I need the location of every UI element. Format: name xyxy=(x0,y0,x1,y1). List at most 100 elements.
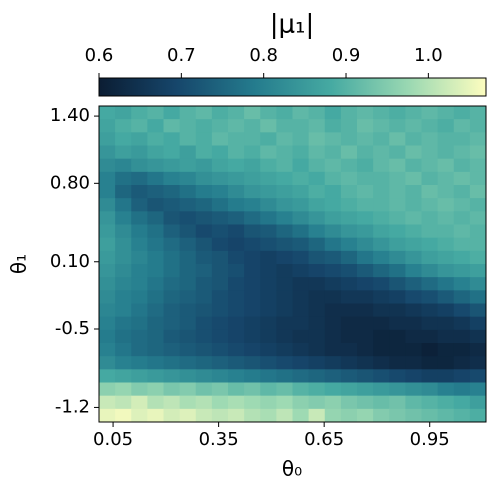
heatmap-cell xyxy=(147,408,164,423)
heatmap-cell xyxy=(453,264,471,278)
heatmap-cell xyxy=(421,211,439,225)
heatmap-cell xyxy=(195,329,213,344)
heatmap-cell xyxy=(469,408,487,423)
heatmap-cell xyxy=(373,211,390,225)
heatmap-cell xyxy=(115,290,132,304)
heatmap-cell xyxy=(99,211,116,225)
heatmap-cell xyxy=(453,185,471,199)
heatmap-cell xyxy=(179,316,197,331)
heatmap-cell xyxy=(179,303,197,318)
heatmap-cell xyxy=(340,277,358,291)
heatmap-cell xyxy=(389,237,406,252)
heatmap-cell xyxy=(373,145,390,160)
heatmap-cell xyxy=(131,277,148,291)
heatmap-cell xyxy=(324,343,342,357)
heatmap-cell xyxy=(115,132,132,146)
heatmap-cell xyxy=(357,198,374,212)
heatmap-cell xyxy=(244,119,261,133)
heatmap-cell xyxy=(292,303,310,318)
heatmap-cell xyxy=(260,211,277,225)
heatmap-cell xyxy=(244,264,261,278)
heatmap-cell xyxy=(163,158,181,173)
heatmap-cell xyxy=(147,119,164,133)
heatmap-cell xyxy=(244,408,261,423)
heatmap-cell xyxy=(163,211,181,225)
heatmap-cell xyxy=(228,211,245,225)
heatmap-cell xyxy=(469,224,487,239)
heatmap-cell xyxy=(115,303,132,318)
colorbar-tick-label: 0.8 xyxy=(249,45,278,66)
heatmap-cell xyxy=(389,224,406,239)
heatmap-cell xyxy=(260,329,277,344)
heatmap-cell xyxy=(179,369,197,383)
heatmap-cell xyxy=(308,303,326,318)
heatmap-cell xyxy=(357,237,374,252)
heatmap-cell xyxy=(389,290,406,304)
heatmap-cell xyxy=(373,356,390,370)
heatmap-cell xyxy=(195,382,213,397)
heatmap-cell xyxy=(244,250,261,265)
heatmap-cell xyxy=(228,264,245,278)
heatmap-cell xyxy=(228,408,245,423)
heatmap-cell xyxy=(453,382,471,397)
heatmap-cell xyxy=(276,145,293,160)
heatmap-cell xyxy=(373,303,390,318)
heatmap-cell xyxy=(324,290,342,304)
heatmap-cell xyxy=(308,408,326,423)
heatmap-cell xyxy=(324,408,342,423)
heatmap-cell xyxy=(276,316,293,331)
heatmap-cell xyxy=(308,237,326,252)
heatmap-cell xyxy=(292,356,310,370)
heatmap-cell xyxy=(211,224,229,239)
heatmap-cell xyxy=(340,211,358,225)
heatmap-cell xyxy=(421,132,439,146)
heatmap-cell xyxy=(357,224,374,239)
heatmap-cell xyxy=(421,224,439,239)
heatmap-cell xyxy=(179,277,197,291)
heatmap-cell xyxy=(405,211,422,225)
heatmap-cell xyxy=(276,303,293,318)
heatmap-cell xyxy=(195,198,213,212)
heatmap-cell xyxy=(260,408,277,423)
heatmap-cell xyxy=(147,145,164,160)
heatmap-cell xyxy=(260,250,277,265)
heatmap-cell xyxy=(453,290,471,304)
heatmap-cell xyxy=(469,277,487,291)
heatmap-cell xyxy=(405,343,422,357)
heatmap-cell xyxy=(195,303,213,318)
heatmap-cell xyxy=(244,395,261,410)
heatmap-cell xyxy=(389,408,406,423)
heatmap-cell xyxy=(453,343,471,357)
heatmap-cell xyxy=(405,158,422,173)
heatmap-cell xyxy=(195,237,213,252)
heatmap-cell xyxy=(276,369,293,383)
heatmap-cell xyxy=(260,237,277,252)
heatmap-cell xyxy=(260,356,277,370)
heatmap-cell xyxy=(292,277,310,291)
heatmap-cell xyxy=(260,264,277,278)
heatmap-cell xyxy=(437,198,455,212)
heatmap-cell xyxy=(147,382,164,397)
heatmap-cell xyxy=(99,395,116,410)
heatmap-cell xyxy=(389,171,406,186)
heatmap-cell xyxy=(131,145,148,160)
heatmap-cell xyxy=(147,198,164,212)
heatmap-cell xyxy=(115,277,132,291)
heatmap-cell xyxy=(357,106,374,120)
heatmap-cell xyxy=(389,264,406,278)
heatmap-cell xyxy=(147,343,164,357)
heatmap-cell xyxy=(244,369,261,383)
heatmap-cell xyxy=(373,106,390,120)
heatmap-cell xyxy=(469,356,487,370)
heatmap-cell xyxy=(453,250,471,265)
y-axis-label: θ₁ xyxy=(7,254,31,274)
heatmap-cell xyxy=(324,277,342,291)
heatmap-cell xyxy=(276,395,293,410)
heatmap-cell xyxy=(373,237,390,252)
heatmap-cell xyxy=(340,132,358,146)
heatmap-cell xyxy=(163,382,181,397)
heatmap-cell xyxy=(357,250,374,265)
heatmap-cell xyxy=(228,329,245,344)
heatmap-cell xyxy=(373,171,390,186)
heatmap-cell xyxy=(421,106,439,120)
